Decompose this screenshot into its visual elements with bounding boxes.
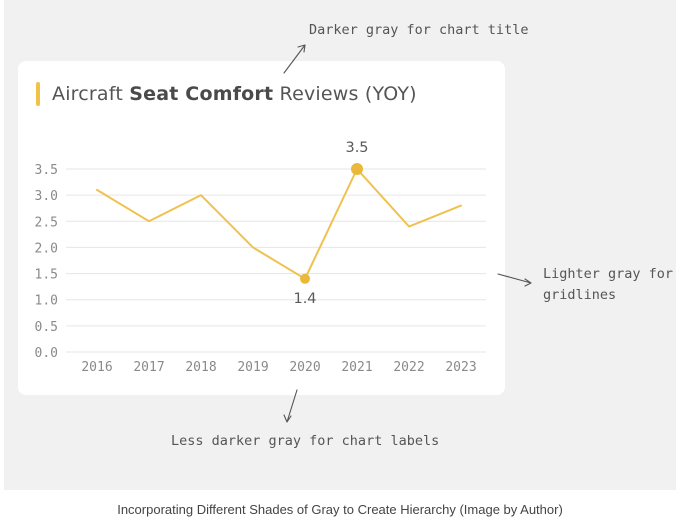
figure-caption: Incorporating Different Shades of Gray t…: [117, 502, 563, 517]
annotation-gridline-note: Lighter gray for gridlines: [543, 264, 673, 306]
annotation-gridline-line2: gridlines: [543, 287, 617, 303]
chart-title-bold: Seat Comfort: [129, 83, 274, 105]
data-label: 3.5: [345, 140, 368, 156]
annotation-title-note: Darker gray for chart title: [309, 22, 529, 38]
data-point: [300, 273, 310, 284]
chart-title-row: Aircraft Seat Comfort Reviews (YOY): [36, 81, 417, 107]
annotation-gridline-line1: Lighter gray for: [543, 266, 674, 282]
data-point: [351, 163, 363, 175]
y-tick-label: 2.0: [35, 241, 58, 256]
chart-title: Aircraft Seat Comfort Reviews (YOY): [52, 83, 417, 105]
data-label: 1.4: [293, 291, 316, 307]
x-tick-label: 2018: [185, 360, 216, 375]
chart-title-suffix: Reviews (YOY): [273, 83, 417, 105]
y-tick-label: 0.0: [35, 346, 58, 361]
x-tick-label: 2020: [289, 360, 320, 375]
x-tick-label: 2019: [237, 360, 268, 375]
x-tick-label: 2016: [81, 360, 112, 375]
y-tick-label: 3.5: [35, 163, 58, 178]
chart-card: Aircraft Seat Comfort Reviews (YOY) 0.0 0…: [18, 61, 505, 395]
title-accent-bar: [36, 82, 40, 106]
y-tick-label: 3.0: [35, 189, 58, 204]
y-tick-label: 1.0: [35, 294, 58, 309]
y-tick-label: 0.5: [35, 320, 58, 335]
y-tick-label: 1.5: [35, 268, 58, 283]
line-chart: 0.0 0.5 1.0 1.5 2.0 2.5 3.0 3.5 2016 2017 2018 2019…: [35, 140, 486, 375]
series-line: [96, 168, 462, 280]
annotation-labels-note: Less darker gray for chart labels: [171, 433, 440, 449]
x-tick-label: 2021: [341, 360, 372, 375]
chart-title-prefix: Aircraft: [52, 83, 130, 105]
y-tick-label: 2.5: [35, 215, 58, 230]
x-tick-label: 2023: [445, 360, 476, 375]
x-tick-label: 2022: [393, 360, 424, 375]
x-tick-label: 2017: [133, 360, 164, 375]
